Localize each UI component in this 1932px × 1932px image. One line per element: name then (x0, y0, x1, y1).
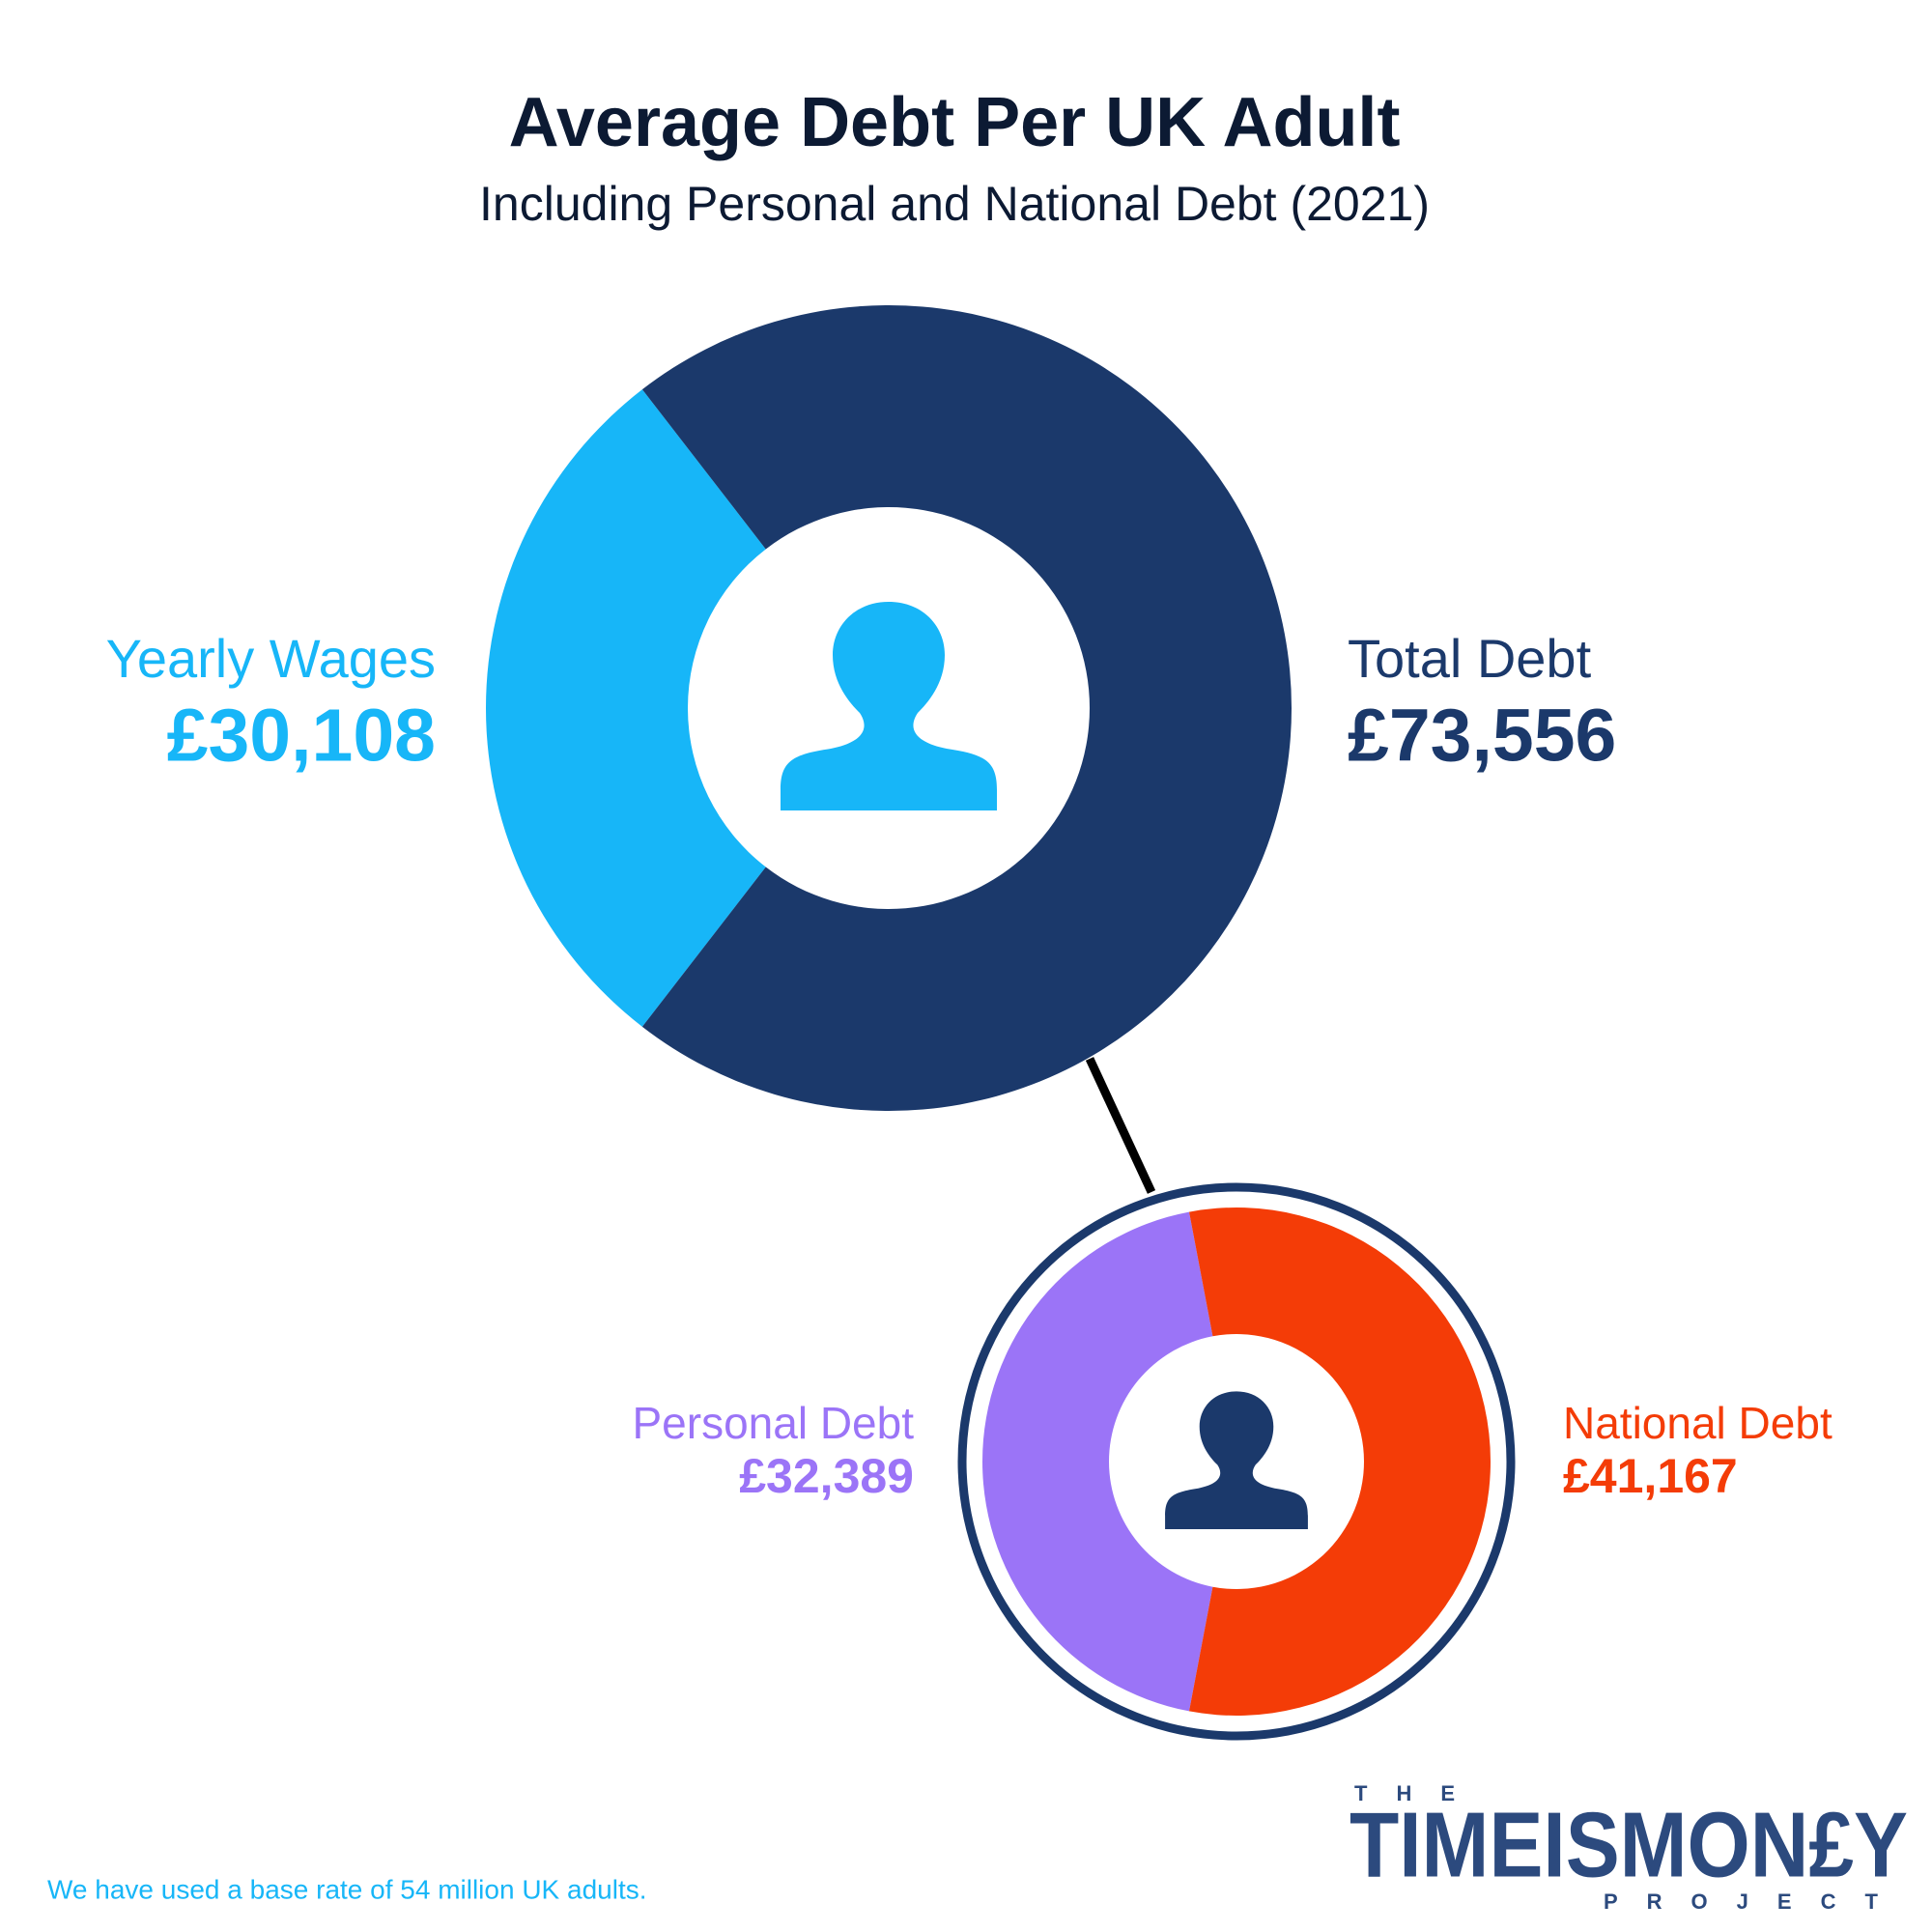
category-label: Total Debt (1348, 628, 1592, 689)
category-label: National Debt (1563, 1398, 1833, 1448)
person-icon (781, 602, 997, 810)
value-label: £32,389 (739, 1449, 914, 1503)
logo-main: TIMEISMON£Y (1350, 1793, 1908, 1896)
connector (1085, 1057, 1156, 1194)
chart-title: Average Debt Per UK Adult (509, 84, 1401, 161)
logo-top: THE (1354, 1781, 1484, 1805)
donut-slice (1188, 1208, 1491, 1716)
person-icon (1165, 1391, 1308, 1529)
value-label: £41,167 (1563, 1449, 1738, 1503)
chart-subtitle: Including Personal and National Debt (20… (479, 177, 1430, 231)
value-label: £30,108 (167, 694, 436, 777)
donut-slice (485, 389, 766, 1027)
footnote: We have used a base rate of 54 million U… (47, 1874, 647, 1904)
donut-slice (641, 305, 1292, 1112)
category-label: Personal Debt (633, 1398, 915, 1448)
donut-slice (981, 1211, 1213, 1712)
category-label: Yearly Wages (106, 628, 436, 689)
charts (485, 305, 1491, 1716)
value-label: £73,556 (1348, 694, 1616, 777)
logo: THE TIMEISMON£Y PROJECT (1350, 1781, 1908, 1914)
logo-bottom: PROJECT (1604, 1889, 1907, 1914)
